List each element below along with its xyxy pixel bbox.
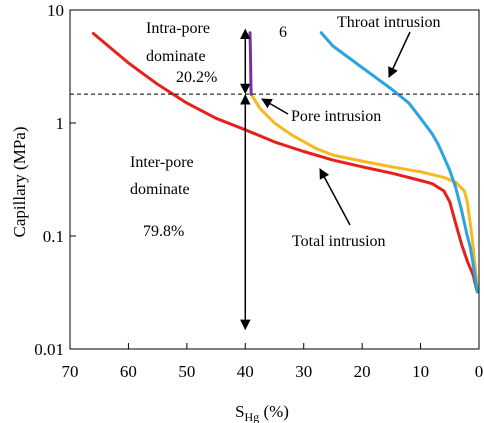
ticks-layer: 70 60 50 40 30 20 10 0 10 1 0.1 0.01 bbox=[34, 1, 483, 381]
inter-pore-label-line1: Inter-pore bbox=[130, 154, 194, 171]
x-axis-label-main: S bbox=[235, 402, 244, 421]
inter-pore-label-line2: dominate bbox=[130, 181, 190, 198]
throat-label-pointer bbox=[388, 31, 411, 78]
sample-id-label: 6 bbox=[279, 24, 287, 41]
x-tick-label: 50 bbox=[178, 362, 195, 381]
pore-intrusion-curve bbox=[249, 92, 479, 292]
x-axis-label-subscript: Hg bbox=[245, 410, 260, 423]
intra-pore-label-line2: dominate bbox=[146, 48, 206, 65]
x-tick-label: 10 bbox=[412, 362, 429, 381]
x-tick-label: 0 bbox=[475, 362, 484, 381]
y-tick-label: 1 bbox=[56, 114, 65, 133]
throat-intrusion-label: Throat intrusion bbox=[337, 14, 441, 31]
x-axis-label: SHg (%) bbox=[235, 402, 289, 423]
x-tick-label: 40 bbox=[237, 362, 254, 381]
plot-frame bbox=[69, 9, 480, 350]
intra-pore-label-line1: Intra-pore bbox=[146, 20, 210, 37]
y-tick-label: 0.1 bbox=[43, 227, 64, 246]
x-tick-label: 30 bbox=[295, 362, 312, 381]
pore-label-pointer bbox=[261, 98, 289, 115]
inter-pore-percent: 79.8% bbox=[143, 223, 184, 240]
pore-intrusion-label: Pore intrusion bbox=[291, 108, 381, 125]
total-intrusion-label: Total intrusion bbox=[292, 233, 386, 250]
purple-segment-curve bbox=[248, 31, 253, 96]
x-tick-label: 60 bbox=[120, 362, 137, 381]
x-tick-label: 20 bbox=[354, 362, 371, 381]
y-axis-label: Capillary (MPa) bbox=[10, 127, 29, 238]
total-label-pointer bbox=[319, 168, 351, 226]
y-tick-label: 0.01 bbox=[34, 340, 64, 359]
throat-intrusion-curve bbox=[319, 31, 479, 294]
x-axis-label-unit: (%) bbox=[259, 402, 289, 421]
total-intrusion-curve bbox=[91, 32, 479, 294]
y-tick-label: 10 bbox=[47, 1, 64, 20]
intra-pore-percent: 20.2% bbox=[176, 69, 217, 86]
x-tick-label: 70 bbox=[62, 362, 79, 381]
